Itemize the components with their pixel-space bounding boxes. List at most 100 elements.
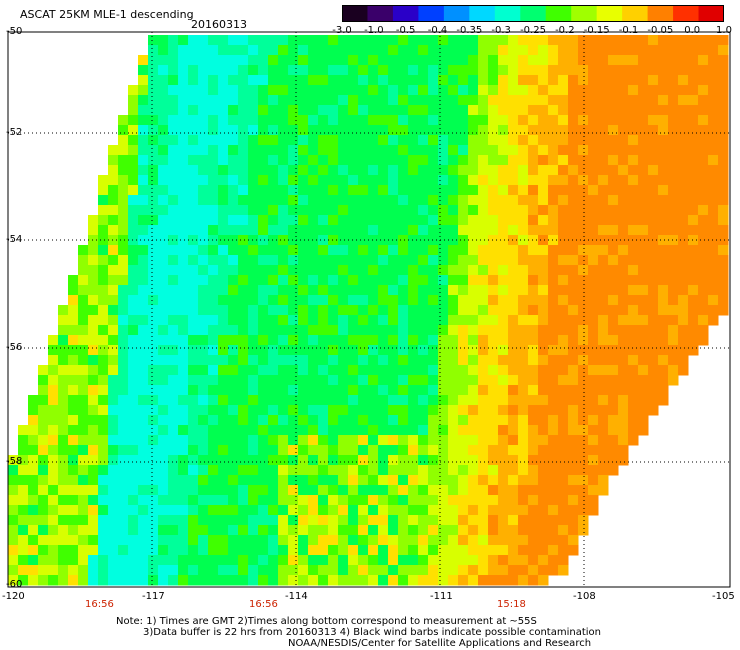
swath-cell xyxy=(168,525,179,536)
swath-cell xyxy=(408,445,419,456)
swath-cell xyxy=(568,445,579,456)
swath-cell xyxy=(388,145,399,156)
swath-cell xyxy=(438,155,449,166)
swath-cell xyxy=(678,55,689,66)
swath-cell xyxy=(648,215,659,226)
swath-cell xyxy=(608,335,619,346)
swath-cell xyxy=(78,395,89,406)
swath-cell xyxy=(258,265,269,276)
swath-cell xyxy=(308,215,319,226)
swath-cell xyxy=(448,325,459,336)
swath-cell xyxy=(448,85,459,96)
swath-cell xyxy=(178,135,189,146)
swath-cell xyxy=(238,575,249,586)
swath-cell xyxy=(78,365,89,376)
swath-cell xyxy=(528,475,539,486)
swath-cell xyxy=(578,115,589,126)
swath-cell xyxy=(258,195,269,206)
swath-cell xyxy=(238,555,249,566)
swath-cell xyxy=(258,135,269,146)
swath-cell xyxy=(588,205,599,216)
swath-cell xyxy=(578,325,589,336)
swath-cell xyxy=(638,215,649,226)
swath-cell xyxy=(178,275,189,286)
swath-cell xyxy=(148,565,159,576)
swath-cell xyxy=(28,575,39,586)
swath-cell xyxy=(388,315,399,326)
swath-cell xyxy=(288,185,299,196)
time-label: 16:56 xyxy=(85,599,114,610)
swath-cell xyxy=(608,65,619,76)
swath-cell xyxy=(468,145,479,156)
swath-cell xyxy=(568,195,579,206)
swath-cell xyxy=(308,225,319,236)
swath-cell xyxy=(318,155,329,166)
swath-cell xyxy=(228,255,239,266)
swath-cell xyxy=(668,275,679,286)
swath-cell xyxy=(188,225,199,236)
swath-cell xyxy=(158,85,169,96)
swath-cell xyxy=(238,515,249,526)
colorbar-segment xyxy=(571,5,598,22)
swath-cell xyxy=(388,205,399,216)
swath-cell xyxy=(458,155,469,166)
swath-cell xyxy=(388,485,399,496)
swath-cell xyxy=(18,535,29,546)
swath-cell xyxy=(588,335,599,346)
swath-cell xyxy=(488,365,499,376)
swath-cell xyxy=(418,555,429,566)
swath-cell xyxy=(218,115,229,126)
swath-cell xyxy=(428,125,439,136)
swath-cell xyxy=(148,245,159,256)
swath-cell xyxy=(218,305,229,316)
swath-cell xyxy=(658,255,669,266)
swath-cell xyxy=(348,135,359,146)
swath-cell xyxy=(228,155,239,166)
swath-cell xyxy=(158,65,169,76)
swath-cell xyxy=(208,245,219,256)
swath-cell xyxy=(238,335,249,346)
swath-cell xyxy=(168,125,179,136)
swath-cell xyxy=(678,345,689,356)
swath-cell xyxy=(328,405,339,416)
swath-cell xyxy=(458,35,469,46)
swath-cell xyxy=(358,315,369,326)
swath-cell xyxy=(508,45,519,56)
swath-cell xyxy=(158,425,169,436)
swath-cell xyxy=(198,405,209,416)
swath-cell xyxy=(198,435,209,446)
swath-cell xyxy=(508,245,519,256)
swath-cell xyxy=(428,275,439,286)
swath-cell xyxy=(488,45,499,56)
swath-cell xyxy=(488,475,499,486)
swath-cell xyxy=(148,265,159,276)
swath-cell xyxy=(38,365,49,376)
swath-cell xyxy=(88,255,99,266)
swath-cell xyxy=(318,365,329,376)
swath-cell xyxy=(708,75,719,86)
swath-cell xyxy=(428,295,439,306)
product-date: 20160313 xyxy=(191,18,247,31)
swath-cell xyxy=(98,455,109,466)
swath-cell xyxy=(518,45,529,56)
swath-cell xyxy=(528,235,539,246)
swath-cell xyxy=(558,205,569,216)
swath-cell xyxy=(508,195,519,206)
swath-cell xyxy=(388,345,399,356)
swath-cell xyxy=(338,525,349,536)
swath-cell xyxy=(388,495,399,506)
swath-cell xyxy=(378,305,389,316)
swath-cell xyxy=(78,275,89,286)
swath-cell xyxy=(178,355,189,366)
swath-cell xyxy=(478,385,489,396)
swath-cell xyxy=(538,105,549,116)
swath-cell xyxy=(198,245,209,256)
swath-cell xyxy=(148,115,159,126)
swath-cell xyxy=(28,485,39,496)
swath-cell xyxy=(648,45,659,56)
swath-cell xyxy=(418,275,429,286)
swath-cell xyxy=(338,565,349,576)
swath-cell xyxy=(298,75,309,86)
swath-cell xyxy=(498,405,509,416)
swath-cell xyxy=(308,115,319,126)
